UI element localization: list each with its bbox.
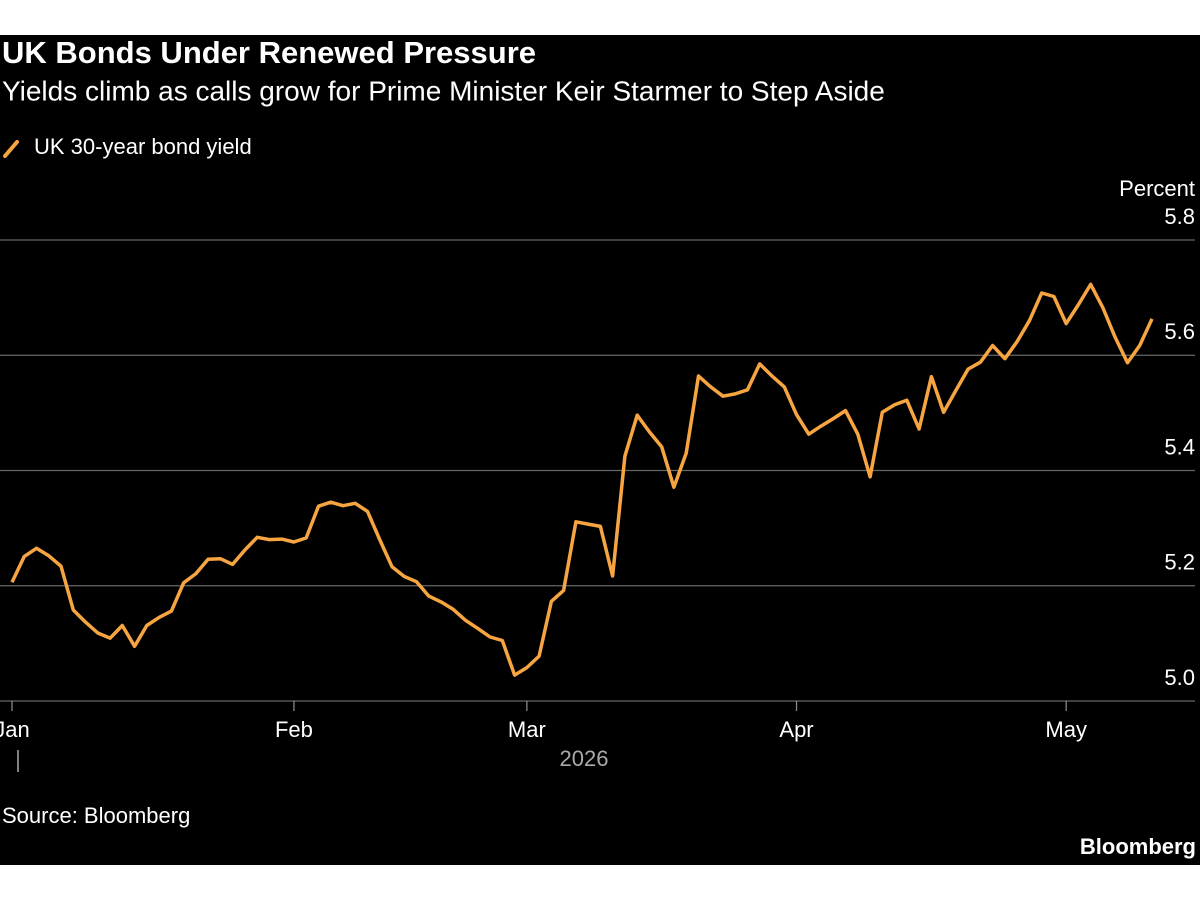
chart-subtitle: Yields climb as calls grow for Prime Min…: [2, 75, 885, 106]
x-tick-label: Apr: [779, 717, 813, 742]
x-tick-label: Jan: [0, 717, 30, 742]
legend-swatch: [3, 140, 19, 158]
y-tick-label: 5.8: [1164, 204, 1195, 229]
y-tick-label: 5.6: [1164, 319, 1195, 344]
legend-label: UK 30-year bond yield: [34, 134, 252, 159]
y-axis-label: Percent: [1119, 176, 1195, 201]
y-tick-label: 5.4: [1164, 434, 1195, 459]
source: Source: Bloomberg: [2, 803, 190, 828]
brand: Bloomberg: [1080, 834, 1196, 859]
chart-title: UK Bonds Under Renewed Pressure: [2, 35, 536, 70]
y-tick-label: 5.0: [1164, 665, 1195, 690]
x-tick-label: Mar: [508, 717, 546, 742]
background: [0, 35, 1200, 865]
y-tick-label: 5.2: [1164, 550, 1195, 575]
data-line: [10, 282, 1154, 677]
x-tick-label: Feb: [275, 717, 313, 742]
x-tick-label: May: [1045, 717, 1087, 742]
year-label: 2026: [560, 746, 609, 771]
